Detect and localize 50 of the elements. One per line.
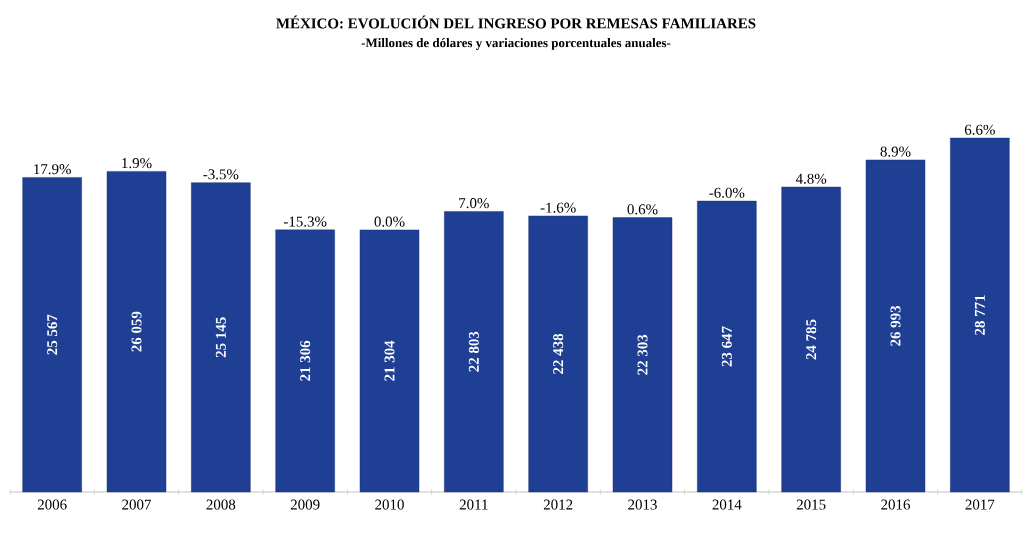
x-tick-label: 2015 <box>796 499 826 510</box>
data-label: 26 059 <box>131 311 142 352</box>
bar <box>612 217 673 493</box>
annotation: 1.9% <box>122 158 152 169</box>
annotation: 6.6% <box>964 124 995 135</box>
annotation: 0.0% <box>374 216 405 227</box>
data-label: 24 785 <box>806 319 817 360</box>
chart-title: MÉXICO: EVOLUCIÓN DEL INGRESO POR REMESAS FAMILIARES <box>276 15 756 29</box>
bar <box>528 215 588 493</box>
annotation: 17.9% <box>34 164 71 175</box>
annotation: 7.0% <box>459 198 489 209</box>
chart-subtitle: -Millones de dólares y variaciones porcentuales anuales- <box>361 38 671 50</box>
data-label: 23 647 <box>721 326 732 367</box>
x-tick-label: 2016 <box>881 499 910 510</box>
bar <box>781 186 841 493</box>
x-tick-label: 2008 <box>206 499 236 510</box>
data-label: 26 993 <box>890 305 901 346</box>
data-label: 25 567 <box>47 314 58 355</box>
x-tick-label: 2017 <box>965 499 995 510</box>
bar <box>697 200 757 493</box>
annotation: 8.9% <box>880 146 911 157</box>
annotation: -3.5% <box>203 169 239 180</box>
bar <box>191 182 251 493</box>
annotation: 0.6% <box>627 204 658 215</box>
data-label: 21 304 <box>384 340 395 381</box>
annotation: 4.8% <box>795 173 827 184</box>
x-tick-label: 2014 <box>712 499 742 510</box>
data-label: 25 145 <box>215 317 226 358</box>
x-tick-label: 2012 <box>543 499 573 510</box>
bar <box>865 159 926 493</box>
bar <box>275 229 335 493</box>
x-tick-label: 2011 <box>459 499 488 510</box>
bar <box>950 137 1010 493</box>
x-tick-label: 2006 <box>37 499 67 510</box>
x-tick-label: 2013 <box>628 499 657 510</box>
bar <box>359 229 420 493</box>
annotation: -6.0% <box>709 187 745 198</box>
data-label: 28 771 <box>974 295 985 335</box>
bar <box>106 171 167 493</box>
data-label: 22 803 <box>468 331 479 372</box>
data-label: 21 306 <box>300 340 311 381</box>
data-label: 22 438 <box>553 333 564 374</box>
data-label: 22 303 <box>637 334 648 375</box>
bar <box>444 211 504 493</box>
annotation: -1.6% <box>540 202 576 213</box>
x-tick-label: 2007 <box>122 499 151 510</box>
bar <box>22 177 82 493</box>
x-tick-label: 2009 <box>290 499 320 510</box>
annotation: -15.3% <box>283 216 327 227</box>
x-tick-label: 2010 <box>375 499 404 510</box>
